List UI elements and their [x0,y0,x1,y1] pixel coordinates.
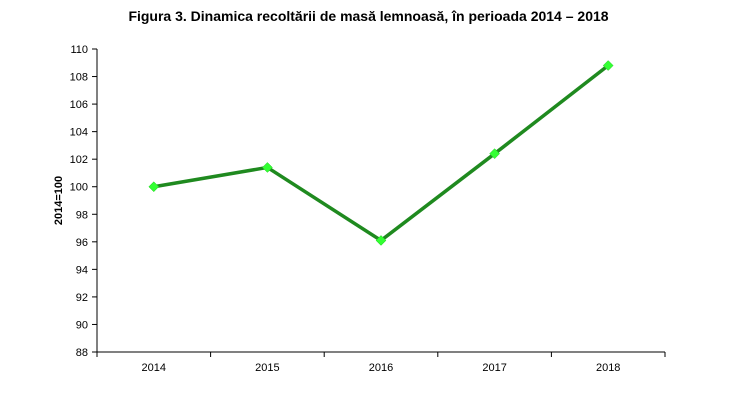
y-tick-label: 98 [76,209,88,221]
y-axis-label: 2014=100 [53,176,65,225]
data-point-marker [489,148,500,160]
y-tick-label: 106 [70,99,88,111]
x-tick-label: 2016 [369,362,393,374]
x-tick-label: 2015 [255,362,279,374]
data-point-marker [262,162,273,173]
data-point-marker [375,235,387,246]
y-tick-label: 102 [70,154,88,166]
y-tick-label: 96 [76,237,88,249]
x-tick-label: 2014 [142,362,166,374]
y-tick-label: 104 [70,127,88,139]
y-tick-label: 92 [76,292,88,304]
y-tick-label: 94 [76,264,88,276]
x-axis-ticks: 2014 2015 2016 2017 2018 [96,352,666,374]
y-axis-ticks: 88 90 92 94 96 98 100 102 104 106 108 110 [70,44,97,359]
x-tick-label: 2018 [596,362,620,374]
y-tick-label: 108 [70,72,88,84]
series-line [153,64,610,243]
data-point-marker [148,181,160,193]
x-tick-label: 2017 [482,362,506,374]
data-point-marker [602,60,614,71]
y-tick-label: 88 [76,347,88,359]
series-group [148,60,614,246]
y-tick-label: 100 [70,182,88,194]
y-tick-label: 110 [70,44,88,56]
chart-title: Figura 3. Dinamica recoltării de masă le… [128,8,609,24]
chart-axes [96,49,665,353]
y-tick-label: 90 [76,319,88,331]
